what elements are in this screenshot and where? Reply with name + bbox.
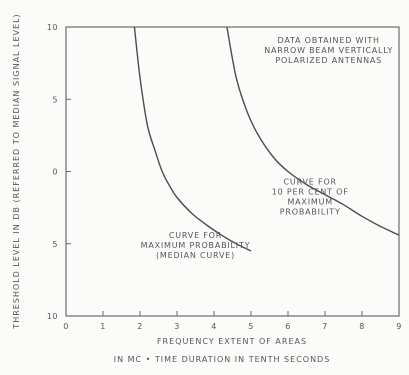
- annotations: DATA OBTAINED WITH NARROW BEAM VERTICALLY…: [141, 36, 393, 260]
- y-tick-label: 5: [52, 240, 58, 249]
- y-axis-label: THRESHOLD LEVEL IN DB (REFERRED TO MEDIA…: [12, 13, 21, 329]
- annotation-line: 10 PER CENT OF: [272, 188, 349, 197]
- x-axis-ticks: 0 1 2 3 4 5 6 7 8 9: [63, 311, 402, 331]
- annotation-text: DATA OBTAINED WITH NARROW BEAM VERTICALLY…: [264, 36, 393, 65]
- x-tick-label: 9: [396, 322, 402, 331]
- x-tick-label: 1: [100, 322, 106, 331]
- annotation-line: CURVE FOR: [169, 231, 222, 240]
- x-tick-label: 6: [285, 322, 291, 331]
- annotation-line: PROBABILITY: [280, 208, 341, 217]
- annotation-text: CURVE FOR 10 PER CENT OF MAXIMUM PROBABILIT…: [272, 178, 349, 217]
- annotation-line: CURVE FOR: [284, 178, 337, 187]
- series-group: [133, 26, 400, 252]
- y-tick-label: 10: [47, 312, 58, 321]
- x-tick-label: 3: [174, 322, 180, 331]
- annotation-line: DATA OBTAINED WITH: [278, 36, 380, 45]
- plot-frame: [65, 26, 400, 317]
- x-tick-label: 4: [211, 322, 217, 331]
- annotation-line: MAXIMUM: [287, 198, 332, 207]
- annotation-line: NARROW BEAM VERTICALLY: [264, 46, 393, 55]
- annotation-line: POLARIZED ANTENNAS: [275, 56, 382, 65]
- annotation-line: (MEDIAN CURVE): [156, 251, 235, 260]
- annotation-text: CURVE FOR MAXIMUM PROBABILITY (MEDIAN CURV…: [141, 231, 251, 260]
- x-tick-label: 8: [359, 322, 365, 331]
- x-tick-label: 5: [248, 322, 254, 331]
- ten-percent-probability-curve: [226, 26, 400, 236]
- x-axis-label: FREQUENCY EXTENT OF AREAS: [157, 337, 307, 346]
- y-axis-ticks: 10 5 0 5 10: [47, 23, 71, 321]
- x-tick-label: 2: [137, 322, 143, 331]
- y-tick-label: 5: [52, 95, 58, 104]
- x-axis-label-line2: IN MC • TIME DURATION IN TENTH SECONDS: [114, 355, 331, 364]
- x-tick-label: 0: [63, 322, 69, 331]
- x-tick-label: 7: [322, 322, 328, 331]
- y-tick-label: 10: [47, 23, 58, 32]
- median-probability-curve: [133, 26, 252, 252]
- y-tick-label: 0: [52, 168, 58, 177]
- annotation-line: MAXIMUM PROBABILITY: [141, 241, 251, 250]
